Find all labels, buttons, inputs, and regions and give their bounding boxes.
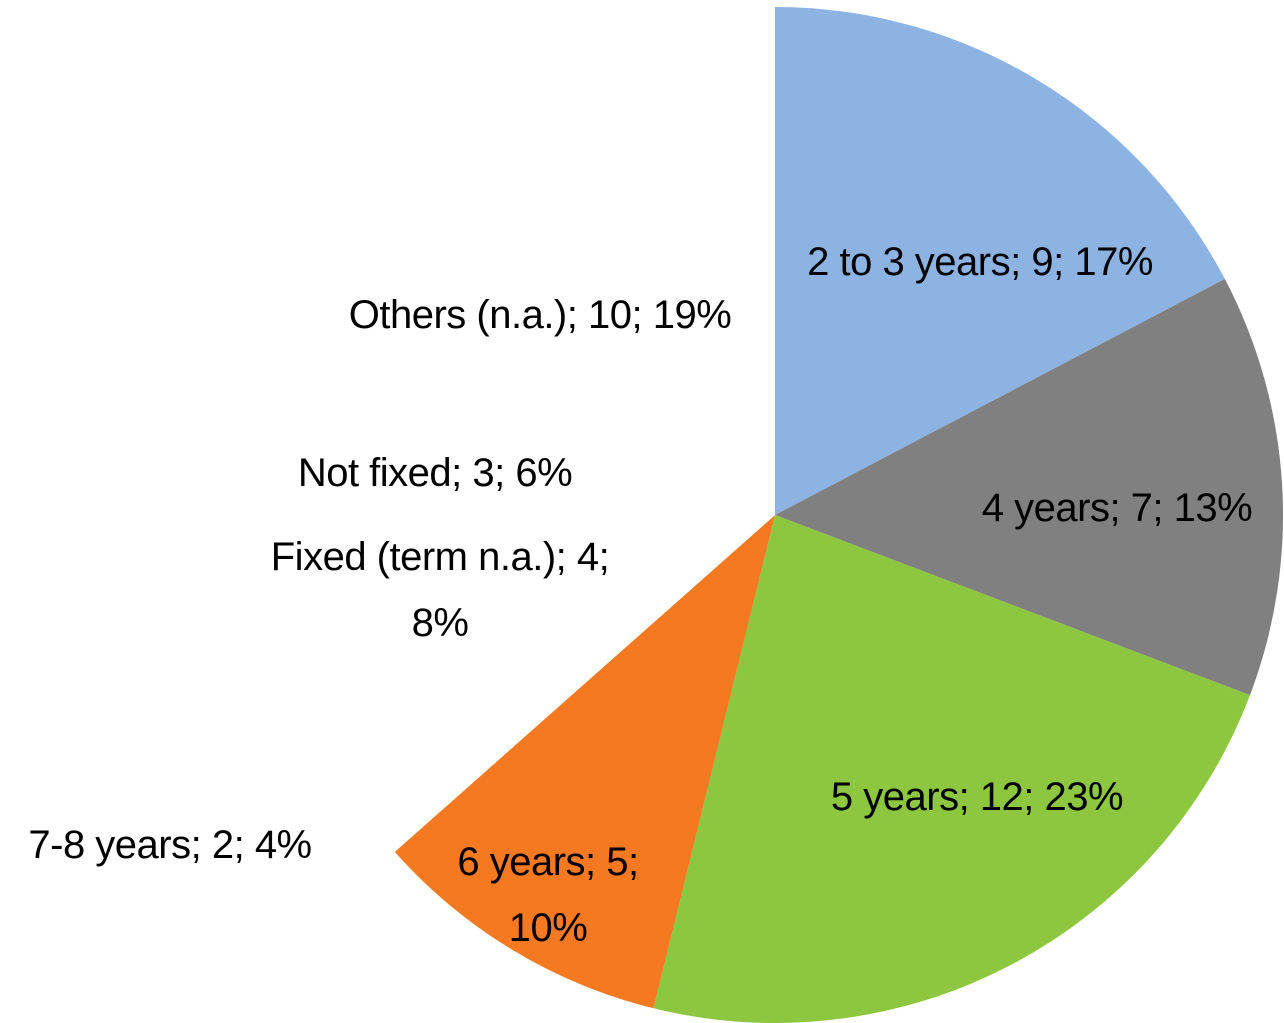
pie-slice	[267, 334, 775, 515]
data-label: 4 years; 7; 13%	[981, 486, 1253, 530]
data-label: 5 years; 12; 23%	[830, 775, 1124, 819]
data-label: 6 years; 5; 10%	[457, 840, 639, 950]
data-label: 2 to 3 years; 9; 17%	[807, 240, 1153, 284]
pie-slice	[775, 278, 1283, 696]
pie-slice	[775, 7, 1225, 515]
data-label: 7-8 years; 2; 4%	[28, 823, 312, 867]
data-label: Fixed (term n.a.); 4; 8%	[270, 535, 610, 645]
data-label: Others (n.a.); 10; 19%	[348, 293, 732, 337]
pie-slice	[267, 515, 775, 752]
pie-slice	[325, 515, 775, 852]
pie-slice	[300, 7, 775, 515]
data-label: Not fixed; 3; 6%	[297, 451, 573, 495]
pie-slice	[394, 515, 775, 1009]
pie-slice	[653, 515, 1250, 1023]
